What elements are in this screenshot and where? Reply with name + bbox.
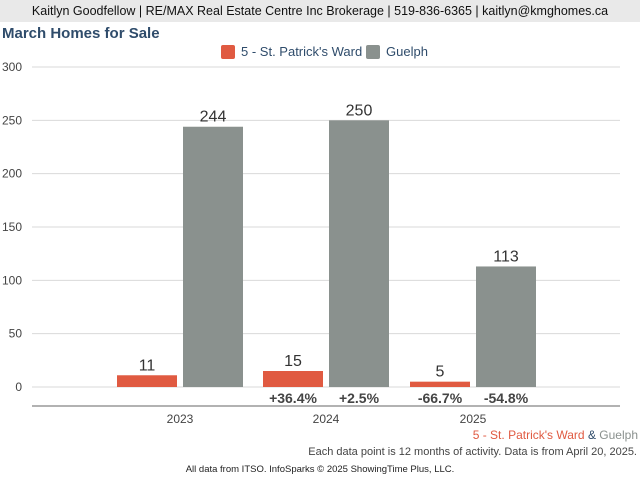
y-tick-label-200: 200: [2, 167, 22, 181]
x-tick-label-2023: 2023: [167, 412, 194, 426]
change-label-2025-series-b: -54.8%: [484, 390, 529, 406]
change-label-2025-series-a: -66.7%: [418, 390, 463, 406]
legend-label-series-b: Guelph: [386, 44, 428, 59]
chart-title: March Homes for Sale: [2, 25, 160, 42]
legend-label-series-a: 5 - St. Patrick's Ward: [241, 44, 363, 59]
value-label-2023-series-b: 244: [200, 109, 227, 126]
value-label-2024-series-b: 250: [346, 102, 373, 119]
change-label-2024-series-a: +36.4%: [269, 390, 317, 406]
footer-ampersand: &: [587, 428, 596, 442]
change-label-2024-series-b: +2.5%: [339, 390, 380, 406]
chart-legend: 5 - St. Patrick's Ward Guelph: [0, 44, 640, 62]
legend-item-series-b[interactable]: Guelph: [366, 44, 428, 59]
x-tick-label-2025: 2025: [460, 412, 487, 426]
y-tick-label-0: 0: [15, 380, 22, 394]
agent-header-bar: Kaitlyn Goodfellow | RE/MAX Real Estate …: [0, 0, 640, 22]
footer-series-key: 5 - St. Patrick's Ward & Guelph: [473, 428, 638, 442]
value-label-2025-series-a: 5: [436, 364, 445, 381]
bar-2025-series-a: [410, 381, 470, 387]
agent-contact-line: Kaitlyn Goodfellow | RE/MAX Real Estate …: [31, 4, 609, 18]
y-tick-label-150: 150: [2, 220, 22, 234]
footer-series-a-label: 5 - St. Patrick's Ward: [472, 428, 585, 442]
footer-series-b-label: Guelph: [599, 428, 638, 442]
bar-2025-series-b: [476, 266, 536, 387]
y-tick-label-50: 50: [9, 327, 23, 341]
bar-2024-series-b: [329, 120, 389, 387]
legend-swatch-series-b: [366, 44, 380, 59]
x-tick-label-2024: 2024: [313, 412, 340, 426]
legend-item-series-a[interactable]: 5 - St. Patrick's Ward: [221, 44, 362, 59]
value-label-2025-series-b: 113: [493, 248, 519, 265]
bar-2023-series-a: [117, 375, 177, 387]
y-tick-label-300: 300: [2, 60, 22, 74]
y-tick-label-100: 100: [2, 273, 22, 287]
bar-2024-series-a: [263, 371, 323, 387]
value-label-2023-series-a: 11: [139, 357, 156, 374]
legend-swatch-series-a: [221, 44, 235, 59]
copyright-line: All data from ITSO. InfoSparks © 2025 Sh…: [185, 464, 455, 475]
y-tick-label-250: 250: [2, 113, 22, 127]
value-label-2024-series-a: 15: [284, 353, 302, 370]
data-note: Each data point is 12 months of activity…: [308, 446, 637, 458]
bar-2023-series-b: [183, 126, 243, 387]
